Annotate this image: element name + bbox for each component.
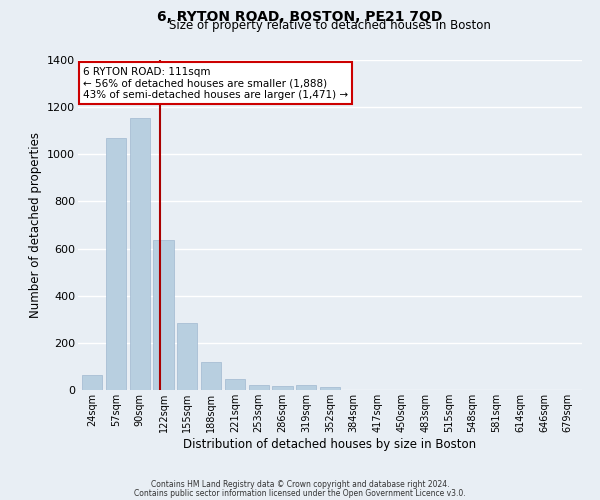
Title: Size of property relative to detached houses in Boston: Size of property relative to detached ho… [169,20,491,32]
Bar [154,240,173,390]
Text: Contains public sector information licensed under the Open Government Licence v3: Contains public sector information licen… [134,488,466,498]
Bar [248,385,269,390]
X-axis label: Distribution of detached houses by size in Boston: Distribution of detached houses by size … [184,438,476,450]
Bar [272,386,293,390]
Text: 6 RYTON ROAD: 111sqm
← 56% of detached houses are smaller (1,888)
43% of semi-de: 6 RYTON ROAD: 111sqm ← 56% of detached h… [83,66,348,100]
Bar [130,118,150,390]
Bar [320,387,340,390]
Bar [106,138,126,390]
Text: Contains HM Land Registry data © Crown copyright and database right 2024.: Contains HM Land Registry data © Crown c… [151,480,449,489]
Bar [225,378,245,390]
Text: 6, RYTON ROAD, BOSTON, PE21 7QD: 6, RYTON ROAD, BOSTON, PE21 7QD [157,10,443,24]
Bar [296,385,316,390]
Bar [177,323,197,390]
Y-axis label: Number of detached properties: Number of detached properties [29,132,41,318]
Bar [201,362,221,390]
Bar [82,374,103,390]
